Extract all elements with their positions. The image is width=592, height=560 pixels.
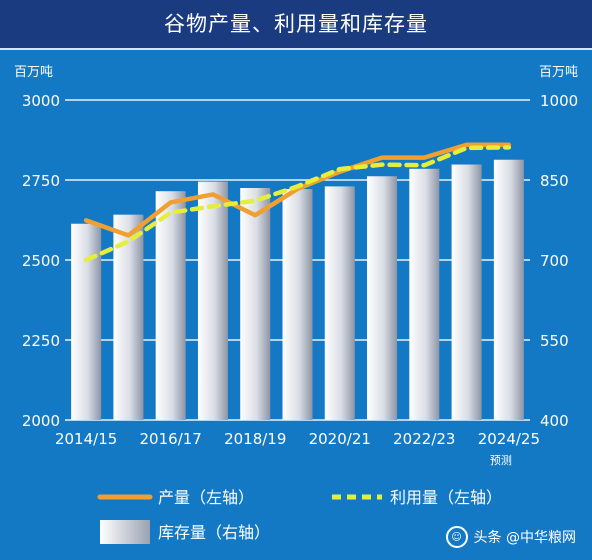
bar-stock	[324, 186, 355, 420]
right-tick-label: 550	[540, 332, 569, 350]
x-tick-label: 2016/17	[140, 430, 202, 448]
x-tick-label: 2018/19	[224, 430, 286, 448]
right-axis-unit: 百万吨	[539, 65, 578, 80]
legend-label-production: 产量（左轴）	[158, 488, 254, 507]
bar-stock	[197, 181, 228, 420]
bar-stock	[240, 188, 271, 420]
bar-stock	[71, 223, 102, 420]
right-tick-label: 700	[540, 252, 569, 270]
x-tick-label: 2020/21	[309, 430, 371, 448]
x-tick-label: 2022/23	[393, 430, 455, 448]
x-note: 预测	[490, 454, 512, 467]
bar-stock	[282, 189, 313, 420]
bar-stock	[409, 168, 440, 420]
bar-stock	[493, 159, 524, 420]
watermark-text: 头条 @中华粮网	[473, 530, 576, 546]
right-tick-label: 850	[540, 172, 569, 190]
series-line-utilization	[83, 145, 512, 263]
right-tick-label: 1000	[540, 92, 578, 110]
series-line-production	[83, 142, 512, 238]
left-tick-label: 2750	[22, 172, 60, 190]
legend-label-utilization: 利用量（左轴）	[390, 488, 502, 507]
left-axis-unit: 百万吨	[14, 65, 53, 80]
left-tick-label: 2250	[22, 332, 60, 350]
x-tick-label: 2014/15	[55, 430, 117, 448]
left-tick-label: 2500	[22, 252, 60, 270]
left-tick-label: 3000	[22, 92, 60, 110]
chart-title: 谷物产量、利用量和库存量	[0, 0, 592, 50]
x-tick-label: 2024/25	[478, 430, 540, 448]
bar-stock	[451, 164, 482, 420]
legend-label-stock: 库存量（右轴）	[158, 523, 270, 542]
legend-swatch-stock	[100, 520, 150, 544]
left-tick-label: 2000	[22, 412, 60, 430]
bar-stock	[113, 214, 144, 420]
toutiao-icon: ☺	[445, 526, 468, 548]
bar-stock	[367, 176, 398, 420]
right-tick-label: 400	[540, 412, 569, 430]
watermark: ☺ 头条 @中华粮网	[445, 526, 576, 548]
bar-stock	[155, 191, 186, 420]
